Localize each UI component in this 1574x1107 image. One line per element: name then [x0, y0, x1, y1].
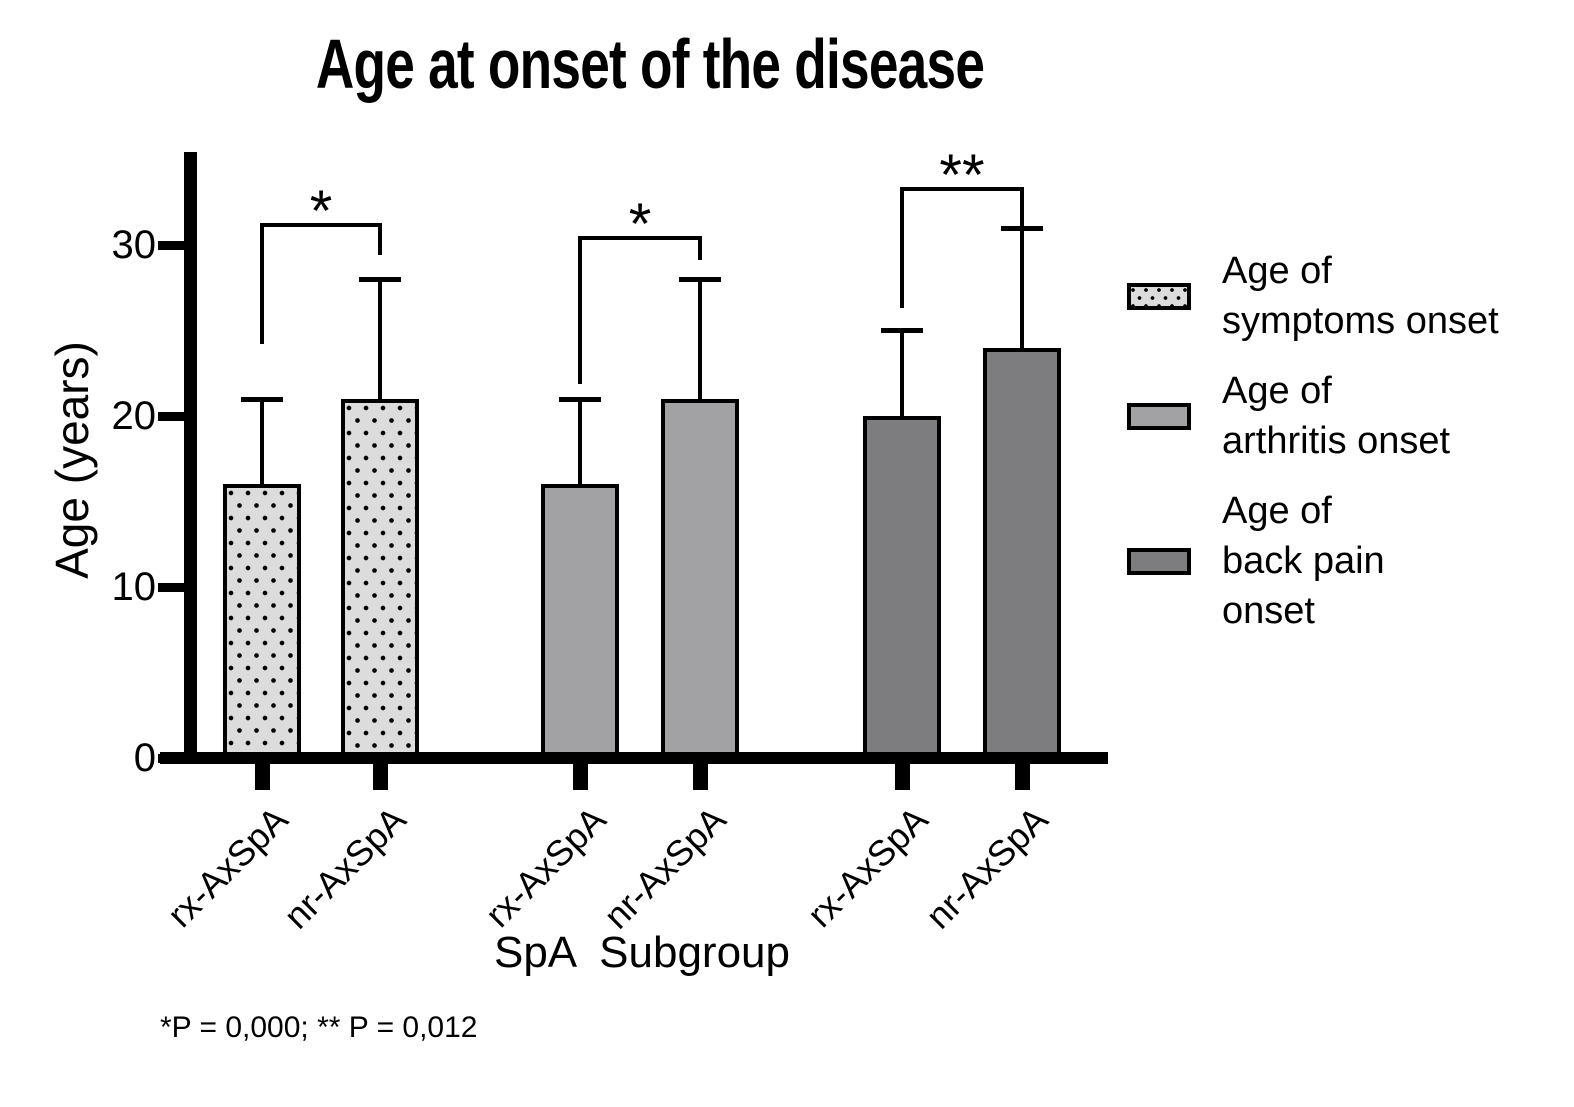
x-tick-label: rx-AxSpA: [159, 798, 296, 936]
y-tick-label: 20: [111, 394, 157, 438]
x-tick-label: nr-AxSpA: [275, 798, 414, 937]
x-tick-label: nr-AxSpA: [595, 798, 734, 937]
legend-swatch-symptoms: [1127, 282, 1191, 310]
significance-bracket-right-leg: [1020, 191, 1024, 230]
error-bar-stem: [260, 399, 264, 484]
significance-bracket-left-leg: [900, 191, 904, 308]
error-bar-stem: [1020, 228, 1024, 348]
bar-arthritis-nr-AxSpA: [661, 399, 739, 758]
y-axis-tick: [158, 412, 186, 421]
error-bar-stem: [900, 330, 904, 416]
y-axis-tick: [158, 583, 186, 592]
y-tick-label: 30: [111, 223, 157, 267]
x-axis-tick: [255, 764, 270, 790]
legend-label: Age of back pain onset: [1222, 486, 1385, 636]
y-axis-line: [184, 152, 197, 764]
legend-label-line: Age of: [1222, 250, 1332, 292]
x-tick-label: nr-AxSpA: [917, 798, 1056, 937]
error-bar-cap: [559, 397, 601, 402]
bar-back_pain-rx-AxSpA: [863, 416, 941, 758]
y-axis-tick: [158, 754, 186, 763]
y-tick-label: 0: [133, 736, 156, 780]
legend-entry: Age of arthritis onset: [1127, 366, 1499, 466]
y-tick-label: 10: [111, 565, 157, 609]
error-bar-cap: [241, 397, 283, 402]
bar-symptoms-nr-AxSpA: [341, 399, 419, 758]
significance-bracket-right-leg: [378, 227, 382, 255]
legend-swatch-arthritis: [1127, 402, 1191, 430]
x-axis-tick: [895, 764, 910, 790]
significance-label: **: [939, 143, 985, 208]
legend-swatch-back_pain: [1127, 547, 1191, 575]
error-bar-cap: [359, 277, 401, 282]
error-bar-cap: [881, 328, 923, 333]
legend-label-line: back pain: [1222, 540, 1385, 582]
legend-label-line: onset: [1222, 590, 1315, 632]
error-bar-stem: [698, 279, 702, 399]
error-bar-stem: [578, 399, 582, 484]
significance-bracket-left-leg: [260, 227, 264, 344]
error-bar-stem: [378, 279, 382, 399]
x-tick-label: rx-AxSpA: [799, 798, 936, 936]
legend-label: Age of arthritis onset: [1222, 366, 1450, 466]
legend-entry: Age of back pain onset: [1127, 486, 1499, 636]
x-axis-title: SpA Subgroup: [493, 928, 790, 977]
significance-bracket-bar: [578, 236, 702, 240]
legend-label-line: symptoms onset: [1222, 300, 1499, 342]
significance-label: *: [309, 179, 333, 244]
bar-arthritis-rx-AxSpA: [541, 484, 619, 758]
legend-label: Age of symptoms onset: [1222, 246, 1499, 346]
x-axis-tick: [373, 764, 388, 790]
bar-back_pain-nr-AxSpA: [983, 348, 1061, 758]
x-axis-tick: [1015, 764, 1030, 790]
chart-title: Age at onset of the disease: [315, 25, 985, 103]
legend-label-line: Age of: [1222, 370, 1332, 412]
p-value-footnote: *P = 0,000; ** P = 0,012: [160, 1011, 478, 1044]
x-tick-label: rx-AxSpA: [477, 798, 614, 936]
bar-symptoms-rx-AxSpA: [223, 484, 301, 758]
legend-label-line: Age of: [1222, 490, 1332, 532]
error-bar-cap: [679, 277, 721, 282]
legend: Age of symptoms onset Age of arthritis onse…: [1127, 246, 1499, 656]
significance-label: *: [628, 192, 652, 257]
significance-bracket-bar: [260, 223, 382, 227]
x-axis-line: [160, 752, 1108, 764]
y-axis-tick: [158, 241, 186, 250]
significance-bracket-bar: [900, 187, 1024, 191]
significance-bracket-left-leg: [578, 240, 582, 384]
x-axis-tick: [573, 764, 588, 790]
legend-entry: Age of symptoms onset: [1127, 246, 1499, 346]
legend-label-line: arthritis onset: [1222, 420, 1451, 462]
significance-bracket-right-leg: [698, 240, 702, 260]
x-axis-tick: [693, 764, 708, 790]
